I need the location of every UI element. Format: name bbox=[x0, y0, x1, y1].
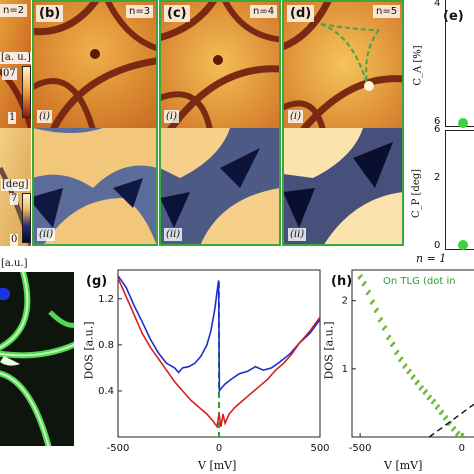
panel-b-sub-ii: (ii) bbox=[37, 228, 56, 241]
panel-d-n-label: n=5 bbox=[373, 5, 401, 18]
panel-d-frame bbox=[282, 0, 404, 246]
plot-h-point bbox=[421, 385, 424, 388]
plot-h-point bbox=[429, 394, 432, 398]
panel-e-ytick-0: 0 bbox=[434, 240, 441, 251]
panel-c-sub-i: (i) bbox=[164, 110, 180, 123]
plot-h-xlabel: V [mV] bbox=[384, 459, 423, 472]
plot-h-point bbox=[396, 349, 400, 353]
plot-h-legend: On TLG (dot in bbox=[383, 276, 456, 287]
panel-d-phase-map bbox=[283, 128, 403, 246]
panel-b-tag: (b) bbox=[36, 5, 64, 22]
panel-b-n-label: n=3 bbox=[126, 5, 154, 18]
colorbar-a-bottom bbox=[22, 193, 31, 243]
colorbar-a-unit-deg: [deg] bbox=[1, 179, 30, 191]
panel-f-map bbox=[0, 272, 74, 446]
plot-g-ytick-label: 0.8 bbox=[98, 340, 114, 351]
plot-h-point bbox=[380, 317, 384, 320]
plot-h-point bbox=[441, 409, 445, 413]
plot-h-point bbox=[412, 374, 416, 378]
plot-h-point bbox=[400, 356, 404, 360]
plot-h-point bbox=[388, 334, 392, 338]
panel-e-ytick-6b: 6 bbox=[434, 124, 441, 135]
plot-h-frame bbox=[351, 269, 474, 438]
panel-e-tag: (e) bbox=[443, 9, 464, 24]
panel-d-sub-ii: (ii) bbox=[288, 228, 307, 241]
panel-b-phase-map bbox=[33, 128, 157, 246]
panel-e-point-bottom bbox=[458, 240, 468, 250]
colorbar-a-max-deg: 7 bbox=[10, 193, 19, 205]
panel-a-n-label: n=2 bbox=[0, 4, 28, 17]
panel-e-point-top bbox=[458, 118, 468, 128]
panel-c-phase-map bbox=[160, 128, 280, 246]
colorbar-a-min: 1 bbox=[8, 112, 17, 124]
plot-g-xtick-label: 0 bbox=[216, 443, 222, 454]
panel-c-tag: (c) bbox=[164, 5, 190, 22]
plot-h-xtick-label: -500 bbox=[349, 443, 372, 454]
colorbar-a-min-deg: 0 bbox=[10, 234, 19, 246]
panel-d-amplitude-map bbox=[283, 0, 403, 128]
plot-h-point bbox=[457, 430, 461, 434]
plot-h-ylabel: DOS [a.u.] bbox=[322, 321, 336, 380]
plot-h-point bbox=[384, 325, 388, 328]
plot-h-point bbox=[445, 415, 449, 418]
panel-d-tag: (d) bbox=[287, 5, 315, 22]
panel-d-sub-i: (i) bbox=[288, 110, 304, 123]
plot-h-point bbox=[417, 379, 420, 383]
plot-g-xtick-label: 500 bbox=[310, 443, 329, 454]
panel-e-ytick-6: 6 bbox=[434, 116, 441, 127]
plot-h-point bbox=[404, 363, 408, 367]
panel-f-marker bbox=[0, 288, 10, 300]
panel-b-frame bbox=[32, 0, 158, 246]
panel-g-tag: (g) bbox=[86, 274, 108, 289]
plot-h-ytick-label: 2 bbox=[342, 296, 348, 307]
plot-g-series-blue bbox=[117, 275, 321, 394]
plot-h-point bbox=[376, 307, 379, 311]
panel-c-frame bbox=[159, 0, 281, 246]
colorbar-a-max: 07 bbox=[2, 68, 17, 80]
panel-e-n-text: n = 1 bbox=[416, 252, 447, 265]
plot-h-point bbox=[364, 281, 367, 284]
plot-h-point bbox=[433, 398, 436, 402]
plot-h-point bbox=[368, 289, 371, 293]
plot-h-point bbox=[453, 426, 457, 429]
panel-h-tag: (h) bbox=[331, 274, 353, 289]
panel-c-sub-ii: (ii) bbox=[164, 228, 183, 241]
plot-g-xlabel: V [mV] bbox=[198, 459, 237, 472]
plot-h-point bbox=[461, 433, 465, 436]
colorbar-a-top bbox=[22, 66, 31, 118]
plot-g-xtick-label: -500 bbox=[107, 443, 130, 454]
panel-c-n-label: n=4 bbox=[250, 5, 278, 18]
panel-e-axes-bottom bbox=[445, 130, 474, 250]
plot-h-point bbox=[408, 368, 412, 372]
plot-h-point bbox=[372, 299, 375, 303]
panel-e-ytick-2: 2 bbox=[434, 172, 441, 183]
plot-h-point bbox=[425, 389, 428, 392]
plot-h-xtick-label: 0 bbox=[459, 443, 465, 454]
plot-h-point bbox=[360, 274, 363, 277]
panel-b-sub-i: (i) bbox=[37, 110, 53, 123]
plot-g-ytick-label: 0.4 bbox=[98, 386, 114, 397]
panel-f-cb-unit: [a.u.] bbox=[1, 258, 28, 269]
plot-g-series-red bbox=[117, 277, 321, 429]
plot-g-ytick-label: 1.2 bbox=[98, 294, 114, 305]
panel-e-ytick-4: 4 bbox=[434, 0, 441, 9]
colorbar-a-unit: [a. u.] bbox=[0, 52, 32, 64]
plot-h-point bbox=[449, 420, 453, 424]
plot-h-point bbox=[437, 404, 440, 407]
plot-h-point bbox=[392, 341, 396, 345]
plot-h-ytick-label: 1 bbox=[342, 364, 348, 375]
